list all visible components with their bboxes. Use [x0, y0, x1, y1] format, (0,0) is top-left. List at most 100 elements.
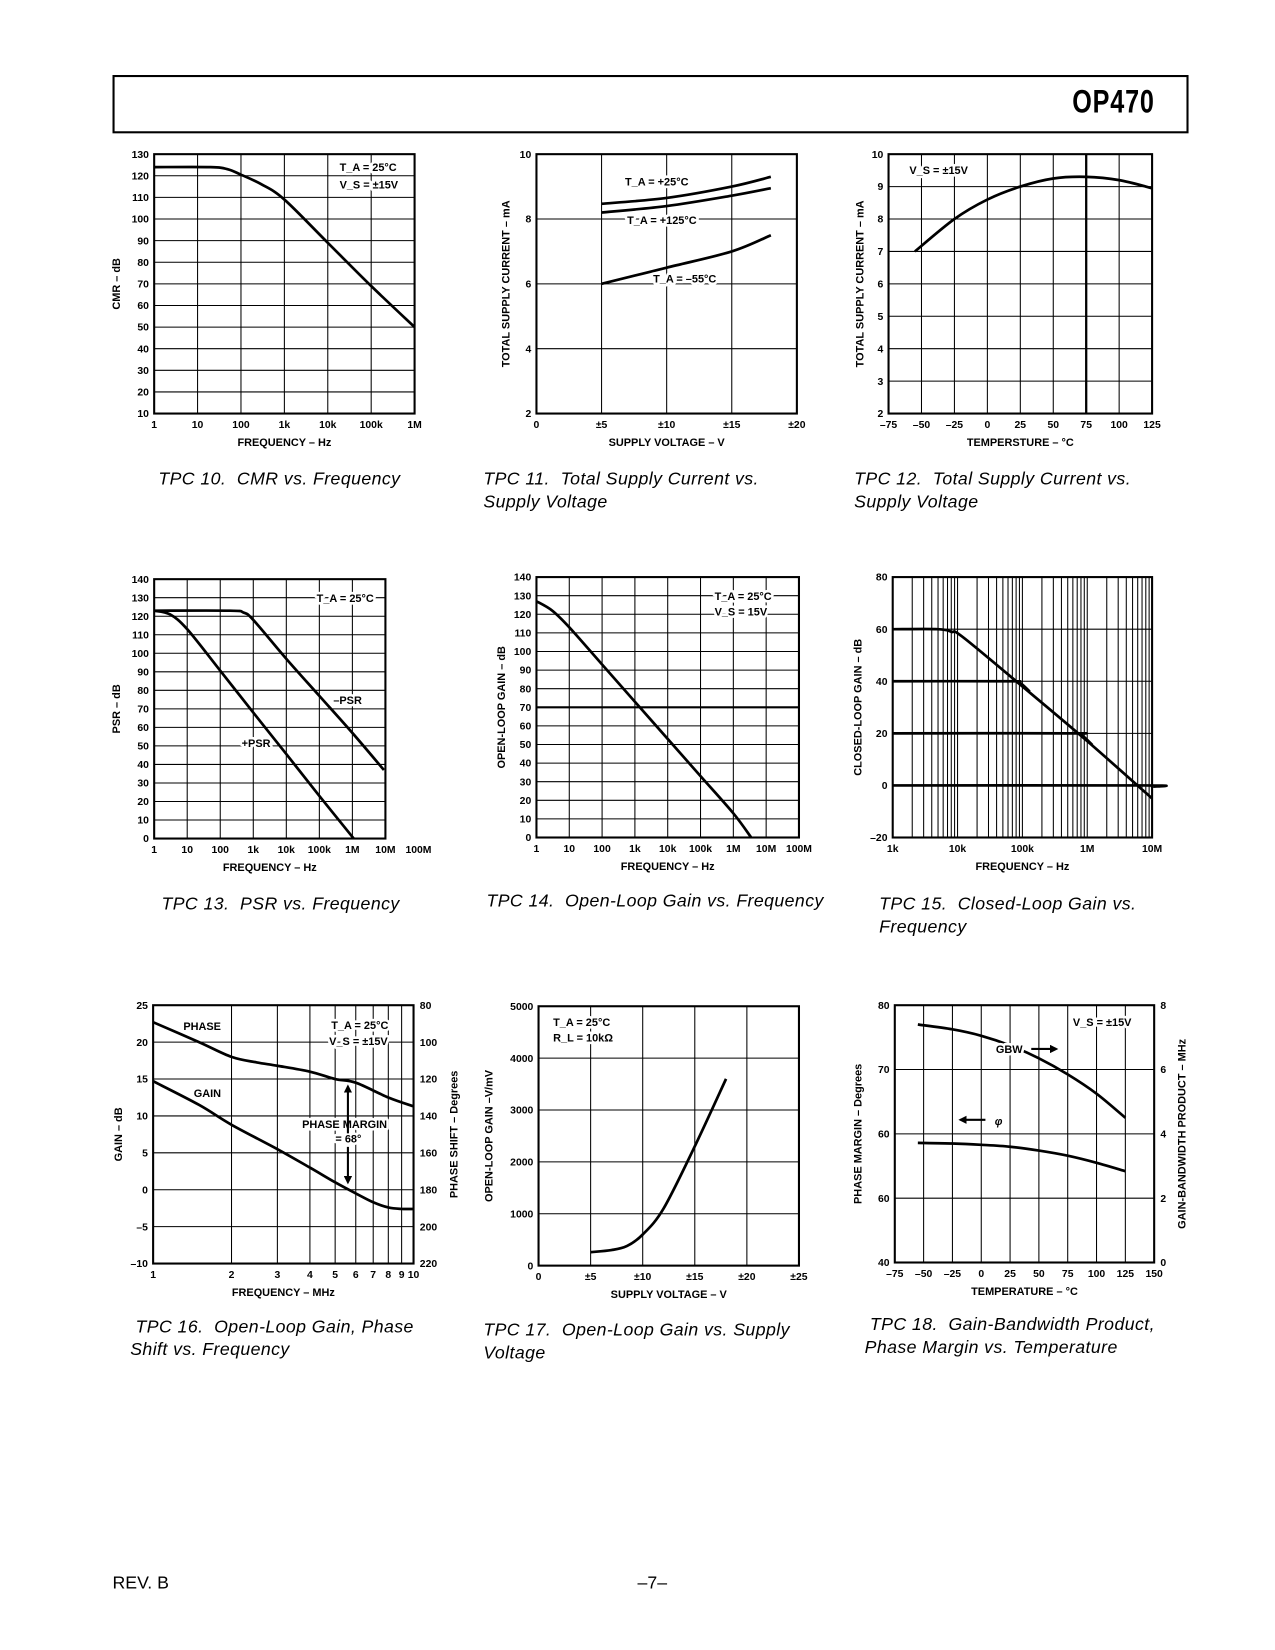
y-tick-label: 60 — [878, 1194, 890, 1205]
x-tick-label: 1 — [534, 844, 540, 855]
y-tick-label: –5 — [136, 1222, 148, 1233]
x-tick-label: 4 — [307, 1270, 313, 1281]
y-axis-label: OPEN-LOOP GAIN –V/mV — [484, 1069, 496, 1202]
x-tick-label: 10 — [408, 1270, 420, 1281]
y-axis-label: PSR – dB — [111, 684, 123, 733]
y-tick-label: 100 — [514, 647, 532, 658]
x-tick-label: 100k — [689, 844, 712, 855]
y-tick-label: 130 — [132, 593, 150, 604]
x-tick-label: 75 — [1080, 420, 1092, 431]
y-tick-label: 10 — [137, 409, 149, 420]
y-tick-label: 80 — [137, 258, 149, 269]
x-axis-label: TEMPERSTURE – °C — [967, 437, 1074, 449]
y-tick-label: 4000 — [510, 1054, 533, 1065]
y-tick-label: 90 — [137, 236, 149, 247]
x-axis-label: TEMPERATURE – °C — [971, 1286, 1078, 1298]
chart-annotation: T_A = 25°C — [715, 591, 772, 603]
y-tick-label: 80 — [137, 686, 149, 697]
x-tick-label: –75 — [886, 1269, 904, 1280]
y-tick-label: 50 — [137, 742, 149, 753]
caption-tpc10: TPC 10. CMR vs. Frequency — [158, 468, 401, 489]
x-tick-label: 1k — [247, 845, 259, 856]
y2-axis-label: GAIN-BANDWIDTH PRODUCT – MHz — [1176, 1038, 1188, 1228]
chart-annotation: R_L = 10kΩ — [553, 1033, 613, 1045]
y-tick-label: 8 — [878, 215, 884, 226]
y-tick-label: 120 — [132, 171, 150, 182]
x-tick-label: –75 — [880, 420, 898, 431]
x-tick-label: –50 — [915, 1269, 933, 1280]
x-tick-label: 5 — [332, 1270, 338, 1281]
x-tick-label: 100M — [786, 844, 812, 855]
y-tick-label: 60 — [520, 722, 532, 733]
y-tick-label: 20 — [137, 797, 149, 808]
series-gbw — [917, 1023, 1127, 1119]
series-phase-margin — [917, 1141, 1126, 1173]
y-tick-label: 110 — [132, 193, 149, 204]
x-tick-label: –50 — [913, 420, 931, 431]
x-tick-label: 125 — [1143, 420, 1161, 431]
y-tick-label: 20 — [520, 796, 532, 807]
series--psr — [153, 609, 355, 840]
x-tick-label: 10 — [192, 420, 204, 431]
x-axis-label: SUPPLY VOLTAGE – V — [611, 1289, 728, 1301]
y-axis-label: CLOSED-LOOP GAIN – dB — [852, 639, 864, 776]
series-open-loop-gain — [590, 1078, 728, 1254]
x-tick-label: 10k — [949, 844, 967, 855]
y2-tick-label: 180 — [420, 1185, 438, 1196]
y-axis-label: PHASE MARGIN – Degrees — [852, 1064, 864, 1204]
chart-annotation: V_S = 15V — [715, 607, 768, 619]
x-tick-label: 1k — [279, 420, 291, 431]
chart-annotation: T_A = 25°C — [340, 162, 397, 174]
y-tick-label: 100 — [132, 215, 150, 226]
plot-frame — [153, 153, 416, 415]
x-tick-label: ±10 — [658, 420, 675, 431]
chart-annotation: PHASE MARGIN — [302, 1119, 387, 1131]
y-tick-label: 0 — [525, 833, 531, 844]
y-tick-label: 30 — [520, 777, 532, 788]
x-tick-label: ±25 — [790, 1272, 807, 1283]
x-tick-label: 1 — [151, 845, 157, 856]
y-tick-label: 80 — [520, 684, 532, 695]
y2-tick-label: 6 — [1160, 1065, 1166, 1076]
y-tick-label: 120 — [514, 610, 532, 621]
y-tick-label: 60 — [137, 723, 149, 734]
x-tick-label: 10k — [278, 845, 296, 856]
chart-annotation: = 68° — [335, 1134, 361, 1146]
series-supply-current — [914, 175, 1153, 253]
y-tick-label: 60 — [137, 301, 149, 312]
y-tick-label: 10 — [137, 816, 149, 827]
x-tick-label: 100M — [405, 845, 431, 856]
y-tick-label: 40 — [520, 759, 532, 770]
y2-tick-label: 0 — [1160, 1258, 1166, 1269]
chart-annotation: PHASE — [183, 1021, 221, 1033]
y-axis-label: TOTAL SUPPLY CURRENT – mA — [855, 200, 867, 367]
y-tick-label: 110 — [514, 629, 531, 640]
y-axis-label: TOTAL SUPPLY CURRENT – mA — [500, 200, 512, 367]
series-gain-20-db — [892, 731, 1094, 747]
x-tick-label: 9 — [399, 1270, 405, 1281]
y-tick-label: 40 — [876, 677, 888, 688]
y-tick-label: 2 — [525, 409, 531, 420]
caption-tpc13: TPC 13. PSR vs. Frequency — [161, 893, 400, 914]
y-tick-label: 50 — [520, 740, 532, 751]
y-tick-label: 10 — [520, 815, 532, 826]
y-tick-label: 70 — [520, 703, 532, 714]
x-tick-label: ±15 — [723, 420, 740, 431]
chart-annotation: T_A = +125°C — [627, 215, 697, 227]
plot-frame — [891, 576, 1154, 839]
plot-frame — [537, 1005, 801, 1267]
y-tick-label: 10 — [872, 150, 884, 161]
plot-frame — [535, 153, 798, 415]
y-tick-label: 0 — [882, 781, 888, 792]
series-gain-0-db — [892, 783, 1168, 789]
y2-tick-label: 100 — [420, 1038, 438, 1049]
x-tick-label: ±10 — [634, 1272, 651, 1283]
x-tick-label: 25 — [1004, 1269, 1016, 1280]
x-tick-label: 10M — [756, 844, 776, 855]
x-tick-label: 10 — [563, 844, 575, 855]
y-tick-label: 15 — [136, 1075, 148, 1086]
x-tick-label: 1 — [151, 420, 157, 431]
y-tick-label: 3000 — [510, 1106, 533, 1117]
y-tick-label: 40 — [137, 344, 149, 355]
